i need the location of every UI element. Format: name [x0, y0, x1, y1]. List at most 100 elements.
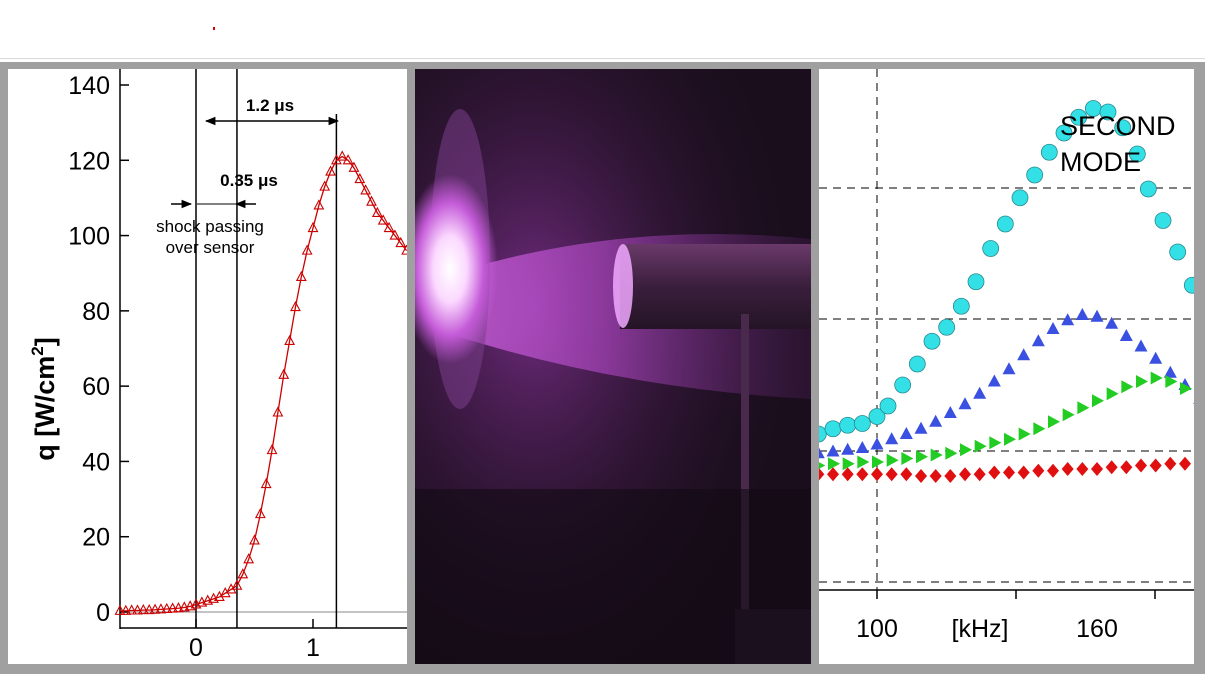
series-line: [119, 155, 407, 612]
data-point: [371, 206, 383, 218]
data-point-triangle-up: [958, 397, 972, 410]
data-point-diamond: [1149, 458, 1162, 473]
data-point-triangle-right: [974, 439, 987, 453]
spectra-chart: 100 160 SECOND MODE [kHz]: [819, 69, 1194, 643]
y-tick-label: 20: [82, 524, 110, 552]
data-point-triangle-right: [828, 457, 840, 471]
data-point: [161, 602, 173, 614]
data-point-triangle-right: [901, 452, 914, 465]
data-point: [266, 443, 278, 455]
data-point-diamond: [1061, 462, 1074, 476]
data-point-diamond: [827, 467, 839, 482]
data-point-triangle-up: [826, 444, 840, 457]
data-point-triangle-right: [1121, 380, 1134, 394]
data-point: [167, 602, 179, 613]
data-point-circle: [952, 297, 970, 315]
data-point-diamond: [1179, 456, 1191, 471]
top-separator: [0, 58, 1205, 59]
data-point-triangle-right: [1092, 394, 1104, 408]
data-point-triangle-right: [1136, 375, 1148, 388]
data-point-triangle-up: [855, 441, 869, 453]
data-point-diamond: [915, 469, 927, 483]
data-point-circle: [982, 240, 1000, 257]
y-tick-label: 140: [68, 72, 110, 100]
data-point-triangle-right: [1077, 401, 1090, 415]
data-point-circle: [1099, 103, 1117, 121]
data-point-diamond: [959, 467, 971, 482]
data-point-circle: [1114, 119, 1132, 137]
data-point: [377, 214, 389, 225]
data-point-triangle-up: [819, 447, 825, 459]
data-point-circle: [868, 408, 886, 425]
x-tick-label: 1: [306, 634, 320, 662]
data-point: [137, 603, 149, 615]
x-axis-label: [kHz]: [952, 615, 1009, 643]
data-point: [278, 368, 290, 379]
y-tick-label: 80: [82, 298, 110, 326]
data-point-triangle-up: [1149, 351, 1163, 364]
data-point-triangle-right: [916, 450, 928, 464]
data-point-triangle-right: [1106, 387, 1119, 401]
data-point-triangle-up: [1163, 365, 1177, 378]
x-tick-label: 100: [856, 615, 898, 643]
data-point-circle: [1055, 124, 1073, 142]
annotation-shock-1: shock passing: [156, 217, 264, 236]
data-point: [284, 334, 296, 346]
data-point-triangle-up: [1061, 313, 1075, 326]
data-point: [254, 507, 266, 519]
data-point-circle: [894, 376, 912, 394]
data-point: [243, 553, 255, 564]
second-mode-label-2: MODE: [1060, 147, 1141, 177]
data-point-triangle-right: [1004, 432, 1016, 446]
annotation-1-2us: 1.2 μs: [246, 96, 294, 115]
data-point: [295, 270, 307, 282]
data-point-diamond: [856, 467, 869, 482]
data-point-circle: [1183, 276, 1194, 294]
data-point: [307, 221, 319, 233]
data-point-triangle-right: [819, 462, 826, 469]
data-point-diamond: [819, 468, 825, 481]
y-axis-label: q [W/cm2]: [28, 337, 60, 460]
data-point: [342, 154, 354, 165]
data-point-triangle-up: [1090, 309, 1104, 322]
data-point-diamond: [1091, 462, 1103, 476]
data-point: [395, 236, 407, 248]
data-point: [178, 601, 190, 612]
data-point: [336, 150, 348, 161]
chart-annotations: 1.2 μs 0.35 μs shock passing over sensor: [156, 96, 340, 257]
y-tick-label: 60: [82, 373, 110, 401]
data-point-diamond: [900, 467, 913, 482]
data-point-circle: [1011, 189, 1029, 207]
data-point-diamond: [885, 467, 898, 482]
data-point: [120, 604, 132, 615]
data-point-diamond: [1105, 460, 1118, 475]
data-point-triangle-right: [930, 448, 943, 462]
second-mode-label-1: SECOND: [1060, 111, 1176, 141]
data-point-triangle-right: [960, 443, 972, 457]
chart-axes: [119, 69, 407, 629]
chart-axes: 100 160: [819, 589, 1194, 643]
data-point-diamond: [1032, 463, 1045, 478]
data-point-circle: [996, 215, 1014, 233]
data-point-diamond: [1164, 456, 1177, 471]
data-point-diamond: [1135, 458, 1147, 473]
data-point-circle: [824, 420, 842, 438]
data-point: [237, 568, 249, 579]
data-point-triangle-right: [842, 457, 855, 471]
annotation-shock-2: over sensor: [166, 238, 255, 257]
data-point-triangle-up: [1105, 316, 1119, 329]
annotation-0-35us: 0.35 μs: [220, 171, 278, 190]
x-tick-label: 160: [1076, 615, 1118, 643]
data-point: [325, 165, 336, 176]
data-point-diamond: [841, 467, 854, 482]
data-point-circle: [923, 332, 941, 350]
data-point-triangle-right: [1150, 371, 1163, 385]
data-point-circle: [1154, 212, 1172, 229]
data-point-triangle-up: [929, 414, 943, 427]
chart-vlines: [195, 69, 338, 628]
data-point-circle: [1040, 143, 1058, 161]
data-point: [173, 602, 184, 613]
data-point-diamond: [1003, 465, 1015, 480]
heat-flux-chart: 0 20 40 60 80 100 120 140 0 1 1.2 μs 0.35 μs shoc…: [28, 69, 407, 662]
chart-series-red-triangles: [114, 150, 407, 615]
